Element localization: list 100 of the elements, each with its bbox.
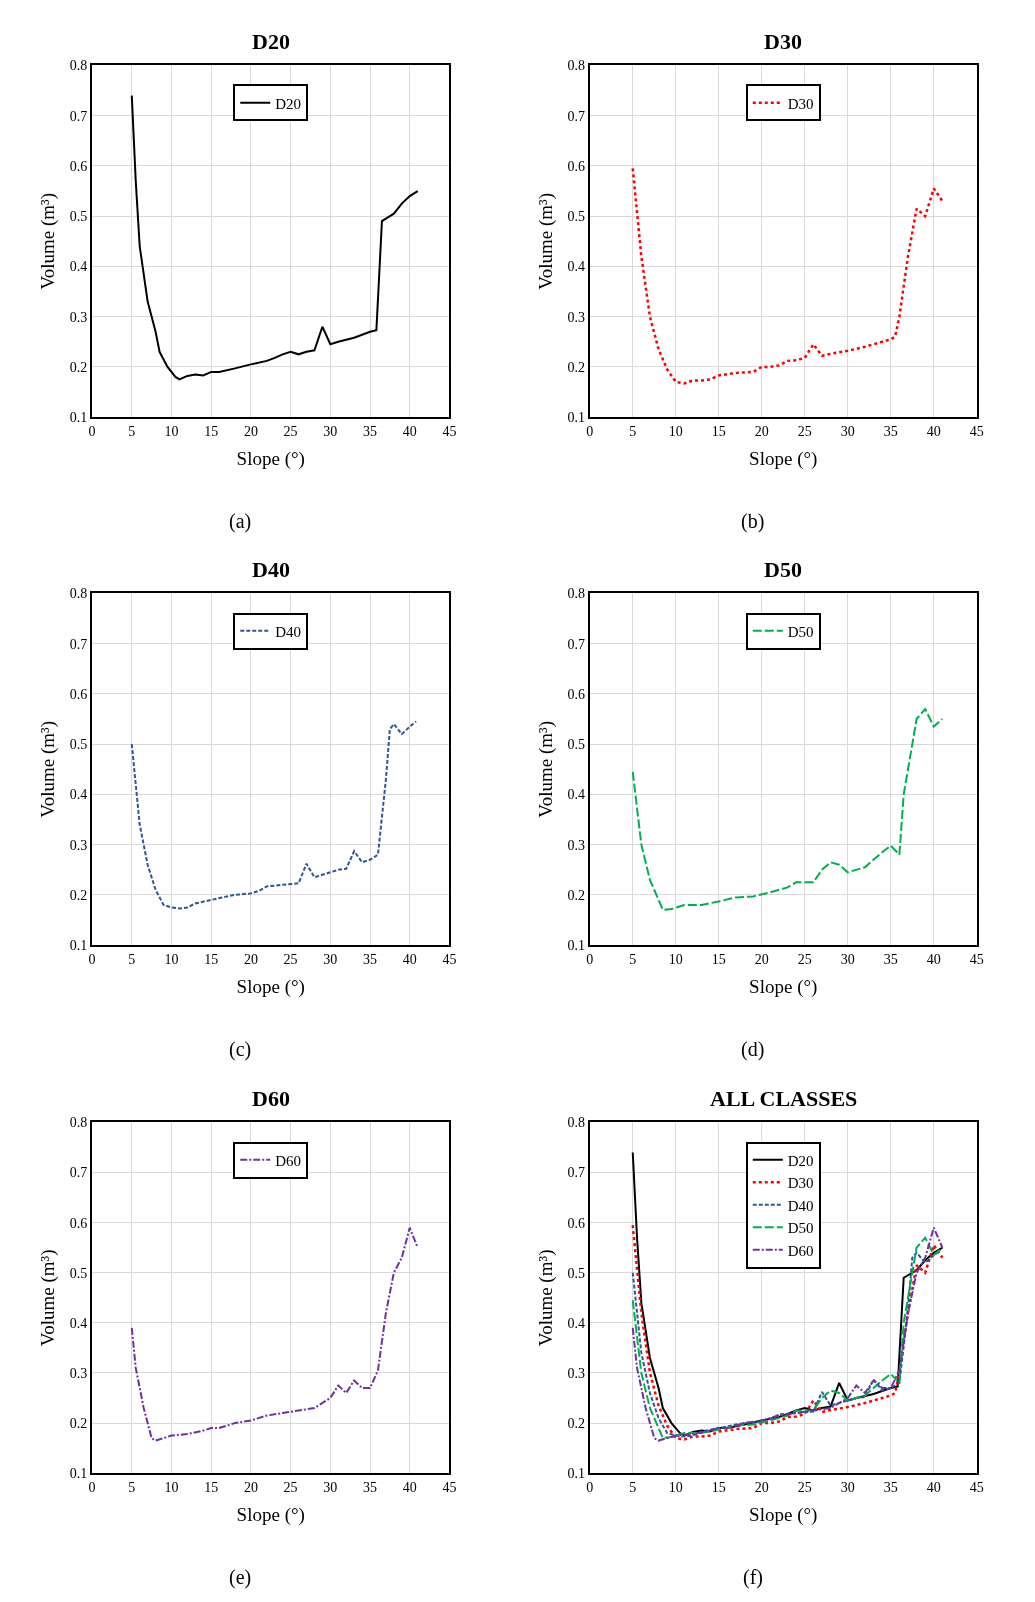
x-axis-title: Slope (°) (749, 976, 818, 999)
text: (e) (229, 1566, 252, 1589)
x-tick-label: 10 (164, 1479, 179, 1495)
y-axis-title: Volume (m³) (534, 192, 557, 290)
y-tick-label: 0.5 (567, 737, 585, 753)
x-tick-label: 0 (586, 423, 594, 439)
y-tick-label: 0.4 (69, 787, 88, 803)
x-tick-label: 35 (883, 1479, 898, 1495)
line-series (631, 708, 944, 911)
line-series (130, 720, 418, 910)
y-tick-label: 0.5 (567, 209, 585, 225)
x-tick-label: 20 (754, 1479, 769, 1495)
x-axis-title: Slope (°) (749, 448, 818, 471)
chart-title: ALL CLASSES (710, 1086, 858, 1111)
x-axis-title: Slope (°) (236, 448, 305, 471)
legend-label: D30 (787, 95, 814, 112)
legend-label: D40 (275, 623, 302, 640)
y-tick-label: 0.3 (567, 309, 585, 325)
x-tick-label: 5 (128, 423, 136, 439)
x-tick-label: 15 (711, 423, 726, 439)
y-tick-label: 0.7 (69, 108, 88, 124)
legend-label: D50 (787, 1220, 814, 1237)
x-tick-label: 35 (883, 423, 898, 439)
chart-title: D40 (252, 557, 290, 582)
x-tick-label: 15 (711, 1479, 726, 1495)
x-tick-label: 25 (283, 423, 298, 439)
x-tick-label: 15 (711, 951, 726, 967)
x-tick-label: 45 (442, 951, 457, 967)
x-tick-label: 35 (883, 951, 898, 967)
x-tick-label: 15 (204, 1479, 219, 1495)
x-tick-label: 5 (128, 1479, 136, 1495)
x-tick-label: 20 (243, 423, 258, 439)
x-tick-label: 10 (164, 951, 179, 967)
x-tick-label: 30 (323, 1479, 338, 1495)
y-axis-title: Volume (m³) (37, 1249, 60, 1347)
text: (b) (741, 510, 765, 533)
x-tick-label: 15 (204, 951, 219, 967)
y-axis-title: Volume (m³) (37, 192, 60, 290)
text: (d) (741, 1038, 765, 1061)
chart-title: D50 (764, 557, 802, 582)
legend-label: D60 (787, 1242, 814, 1259)
y-tick-label: 0.7 (69, 636, 88, 652)
x-tick-label: 20 (754, 423, 769, 439)
x-tick-label: 40 (402, 423, 417, 439)
x-tick-label: 30 (323, 951, 338, 967)
y-tick-label: 0.6 (69, 158, 88, 174)
x-tick-label: 30 (323, 423, 338, 439)
y-tick-label: 0.2 (567, 1415, 585, 1431)
x-tick-label: 20 (243, 1479, 258, 1495)
x-tick-label: 45 (969, 423, 984, 439)
y-tick-label: 0.8 (567, 1115, 585, 1131)
x-tick-label: 45 (969, 1479, 984, 1495)
y-tick-label: 0.1 (69, 938, 88, 954)
x-tick-label: 0 (88, 1479, 96, 1495)
x-tick-label: 10 (668, 1479, 683, 1495)
y-tick-label: 0.7 (567, 1165, 585, 1181)
legend-label: D30 (787, 1175, 814, 1192)
legend-label: D50 (787, 623, 814, 640)
x-tick-label: 20 (243, 951, 258, 967)
y-tick-label: 0.7 (567, 636, 585, 652)
text: (a) (229, 510, 252, 533)
x-tick-label: 40 (926, 423, 941, 439)
y-tick-label: 0.2 (69, 1415, 88, 1431)
y-tick-label: 0.6 (567, 686, 585, 702)
y-tick-label: 0.6 (567, 158, 585, 174)
y-tick-label: 0.3 (567, 837, 585, 853)
y-tick-label: 0.1 (567, 938, 585, 954)
x-tick-label: 5 (629, 423, 637, 439)
y-tick-label: 0.1 (69, 410, 88, 426)
line-series (631, 1151, 944, 1437)
x-tick-label: 25 (283, 1479, 298, 1495)
x-tick-label: 15 (204, 423, 219, 439)
y-tick-label: 0.3 (69, 837, 88, 853)
y-tick-label: 0.5 (69, 209, 88, 225)
line-series (631, 167, 944, 385)
x-tick-label: 25 (283, 951, 298, 967)
chart-title: D20 (252, 29, 290, 54)
y-tick-label: 0.6 (69, 1215, 88, 1231)
y-tick-label: 0.2 (69, 887, 88, 903)
y-tick-label: 0.8 (69, 586, 88, 602)
x-tick-label: 5 (629, 951, 637, 967)
line-series (130, 94, 419, 381)
y-axis-title: Volume (m³) (37, 720, 60, 818)
y-tick-label: 0.3 (567, 1365, 585, 1381)
x-tick-label: 40 (926, 1479, 941, 1495)
text: (f) (743, 1566, 763, 1589)
y-tick-label: 0.8 (567, 586, 585, 602)
y-axis-title: Volume (m³) (534, 720, 557, 818)
y-tick-label: 0.1 (567, 410, 585, 426)
x-tick-label: 5 (629, 1479, 637, 1495)
y-tick-label: 0.3 (69, 309, 88, 325)
y-tick-label: 0.2 (69, 359, 88, 375)
legend-label: D20 (787, 1152, 814, 1169)
legend-label: D60 (275, 1152, 302, 1169)
x-tick-label: 0 (88, 423, 96, 439)
x-tick-label: 40 (926, 951, 941, 967)
x-tick-label: 35 (363, 1479, 378, 1495)
x-tick-label: 40 (402, 1479, 417, 1495)
y-tick-label: 0.6 (69, 686, 88, 702)
y-axis-title: Volume (m³) (534, 1249, 557, 1347)
